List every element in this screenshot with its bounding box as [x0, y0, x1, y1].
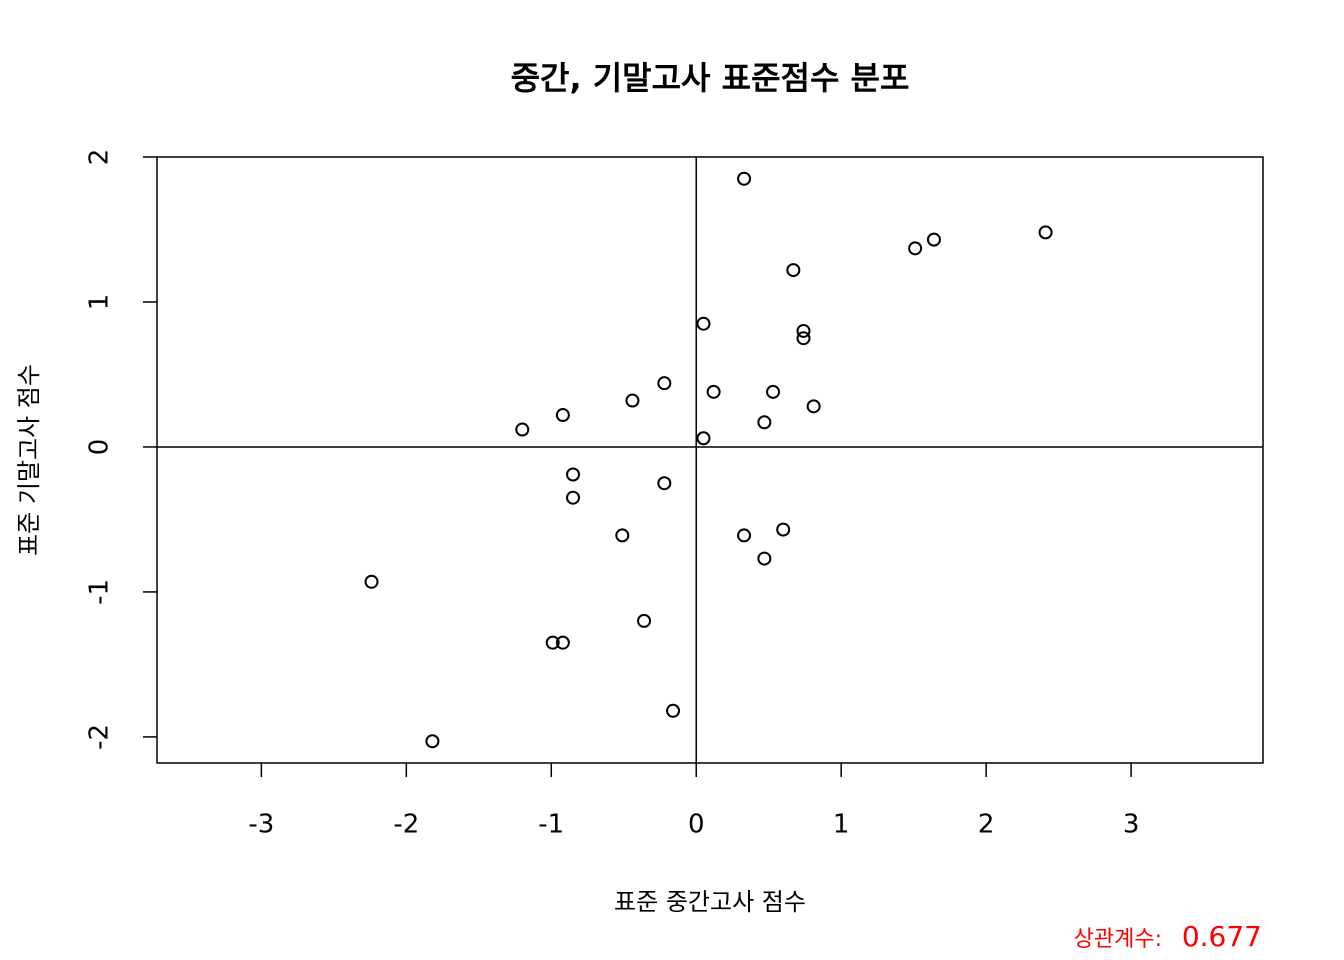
x-tick-label: 2 — [978, 810, 995, 840]
point — [545, 635, 560, 650]
point — [555, 408, 570, 423]
point — [637, 613, 652, 628]
point — [796, 331, 811, 346]
point — [425, 734, 440, 749]
point — [515, 422, 530, 437]
point — [666, 703, 681, 718]
point — [657, 376, 672, 391]
y-tick-label: 2 — [85, 149, 115, 166]
point — [737, 528, 752, 543]
plot-frame — [156, 156, 1264, 764]
y-tick-label: 0 — [85, 439, 115, 456]
point — [776, 522, 791, 537]
point — [364, 574, 379, 589]
point — [796, 323, 811, 338]
point — [696, 316, 711, 331]
x-tick-label: -2 — [393, 810, 419, 840]
point — [566, 467, 581, 482]
annotation-value: 0.677 — [1182, 920, 1262, 953]
point — [908, 241, 923, 256]
point — [926, 232, 941, 247]
y-tick-label: -2 — [85, 724, 115, 750]
point — [657, 476, 672, 491]
point — [766, 384, 781, 399]
point — [555, 635, 570, 650]
y-tick-label: 1 — [85, 294, 115, 311]
chart-title: 중간, 기말고사 표준점수 분포 — [511, 59, 910, 97]
point — [706, 384, 721, 399]
point — [737, 171, 752, 186]
x-tick-label: -1 — [538, 810, 564, 840]
x-tick-label: 0 — [688, 810, 705, 840]
point — [625, 393, 640, 408]
point — [1038, 225, 1053, 240]
y-axis-label: 표준 기말고사 점수 — [15, 364, 43, 556]
annotation-label: 상관계수: — [1074, 927, 1162, 952]
x-tick-label: 1 — [833, 810, 850, 840]
x-tick-label: -3 — [248, 810, 274, 840]
y-tick-label: -1 — [85, 579, 115, 605]
point — [786, 263, 801, 278]
point — [566, 490, 581, 505]
point — [757, 551, 772, 566]
x-tick-label: 3 — [1123, 810, 1140, 840]
point — [696, 431, 711, 446]
point — [806, 399, 821, 414]
point — [615, 528, 630, 543]
point — [757, 415, 772, 430]
x-axis-label: 표준 중간고사 점수 — [614, 888, 806, 916]
